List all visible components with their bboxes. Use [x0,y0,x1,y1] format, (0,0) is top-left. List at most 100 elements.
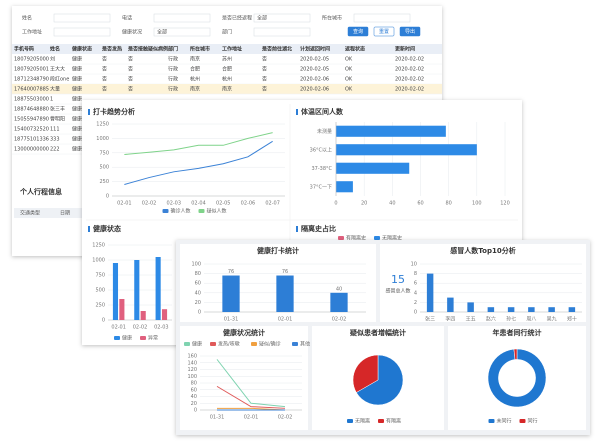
button[interactable] [347,26,369,37]
legend-label: 无隔离史 [382,235,402,242]
table-cell: 健康 [72,136,82,143]
filter-input[interactable] [153,13,211,23]
chart-title: 年患者同行统计 [493,328,542,337]
table-cell: 18079205000 [14,57,49,63]
legend-swatch [140,336,146,340]
table-cell: 否 [262,87,267,93]
bar [447,297,454,312]
filter-label: 是否已经返程 [222,15,252,22]
filter-label: 部门 [222,29,232,36]
summary-value: 15 [391,273,405,286]
legend-label: 其他 [300,341,310,348]
x-tick-label: 02-02 [278,415,293,421]
table-cell: 18775101336 [14,137,49,143]
filter-input[interactable] [253,13,311,23]
y-tick-label: 37-38°C [311,166,332,172]
table-cell: 2020-02-02 [395,67,424,73]
table-cell: 13000000000 [14,147,49,153]
x-tick-label: 张三 [425,316,435,323]
x-tick-label: 李四 [445,316,455,323]
x-tick-label: 02-03 [167,201,182,207]
legend-swatch [378,419,384,423]
legend-swatch [374,236,380,240]
tab[interactable]: 日期 [60,211,70,217]
chart-title: 健康打卡统计 [257,246,299,255]
x-tick-label: 孙七 [506,316,516,323]
y-tick-label: 0 [194,408,197,414]
y-tick-label: 20 [191,401,197,407]
x-tick-label: 100 [472,201,482,207]
column-header: 更新时间 [395,46,415,53]
data-label: 40 [336,286,342,292]
tab[interactable]: 交通类型 [20,210,40,217]
button-label[interactable]: 查询 [353,28,363,35]
x-tick-label: 02-01 [278,317,293,323]
table-cell: 南京 [222,86,232,93]
x-tick-label: 02-01 [111,325,126,331]
chart-title: 健康状态 [93,224,121,233]
x-tick-label: 02-01 [117,201,132,207]
y-tick-label: 80 [195,271,201,277]
bar [507,307,515,312]
button[interactable] [399,26,421,37]
table-cell: 18875503000 [14,97,49,103]
table-cell: 否 [262,77,267,83]
table-cell: 合肥 [190,66,200,73]
bar [276,275,294,312]
column-header: 工作地址 [222,46,242,53]
table-cell: 合肥 [222,66,232,73]
pie-slice [513,348,518,360]
table-cell: 2020-02-05 [300,57,329,63]
column-header: 姓名 [49,46,60,53]
table-cell: 健康 [72,146,82,153]
table-cell: 曹明阳 [50,116,65,123]
filter-input[interactable] [53,13,111,23]
legend-swatch [292,342,298,346]
table-cell: 苏州 [222,56,232,63]
y-tick-label: 2 [414,300,417,306]
x-tick-label: 20 [361,201,367,207]
bar [222,275,240,312]
table-cell: 否 [102,77,107,83]
table-cell: 健康 [72,96,82,103]
title-marker [296,226,298,232]
chart-title: 体温区间人数 [301,107,344,116]
title-marker [88,109,90,115]
column-header: 所在城市 [190,46,210,53]
row-highlight [12,84,442,94]
y-tick-label: 0 [102,318,105,324]
table-cell: 健康 [72,86,82,93]
button[interactable] [373,26,395,37]
series-line [124,132,273,156]
x-tick-label: 02-02 [332,317,347,323]
legend-label: 有隔离史 [346,235,366,242]
y-tick-label: 4 [414,290,417,296]
y-tick-label: 未测量 [317,128,332,135]
y-tick-label: 500 [95,288,105,294]
filter-input[interactable] [253,27,311,37]
table-cell: 111 [50,127,60,133]
filter-input[interactable] [353,13,411,23]
filter-input[interactable] [53,27,111,37]
button-label[interactable]: 重置 [379,28,389,35]
table-cell: 行政 [168,86,178,93]
table-cell: 行政 [168,66,178,73]
x-tick-label: 02-05 [216,201,231,207]
table-cell: 张三丰 [50,106,65,113]
bar [487,307,495,312]
x-tick-label: 郑十 [567,316,577,323]
button-label[interactable]: 导出 [405,28,415,35]
bar [336,125,446,137]
table-cell: 2020-02-02 [395,77,424,83]
legend-swatch [488,419,495,423]
table-cell: 2020-02-06 [300,87,329,93]
table-cell: 18079205001 [14,67,49,73]
bar [568,307,576,312]
y-tick-label: 1000 [92,258,105,264]
y-tick-label: 100 [187,374,197,380]
filter-input[interactable] [153,27,211,37]
legend-label: 异常 [148,335,158,342]
chart-title: 健康状况统计 [223,328,265,337]
y-tick-label: 0 [414,310,417,316]
